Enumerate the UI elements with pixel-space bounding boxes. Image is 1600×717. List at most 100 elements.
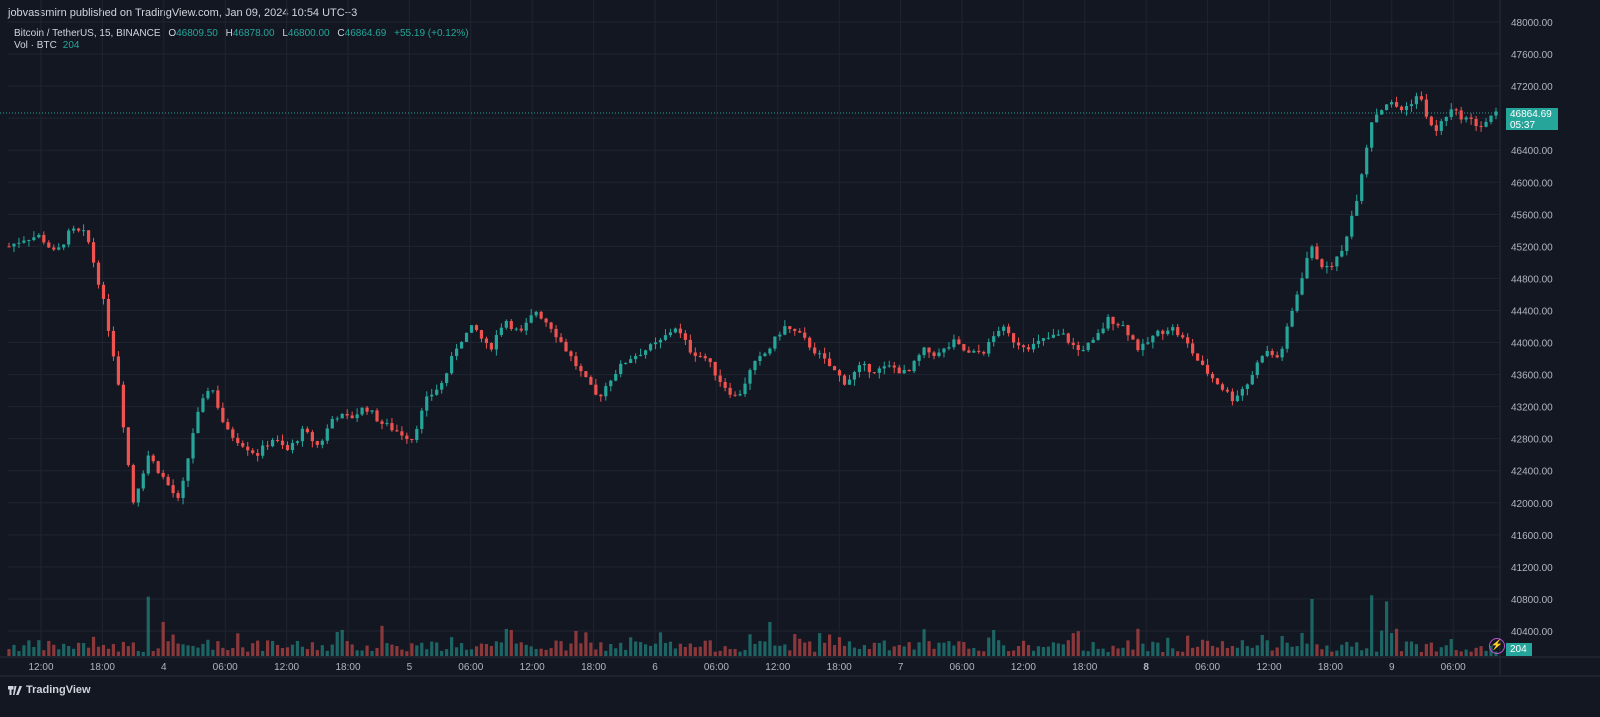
candle-body [604,386,608,397]
volume-bar [1469,651,1473,656]
volume-bar [574,630,578,656]
bar-countdown: 05:37 [1510,120,1536,131]
candle-body [922,347,926,356]
candle-body [892,365,896,368]
candle-body [1061,333,1065,335]
candle-body [932,352,936,356]
volume-bar [1031,650,1036,656]
candle-body [1007,326,1011,334]
candle-body [1469,117,1473,119]
candle-body [818,353,822,355]
candle-body [728,387,732,395]
volume-bar [191,645,195,656]
volume-bar [698,646,702,656]
volume-bar [365,645,369,656]
candle-body [469,325,474,333]
close-value: 46864.69 [344,28,387,39]
volume-bar [967,648,971,656]
candle-body [1250,375,1254,385]
candle-body [733,394,737,396]
candle-body [17,242,21,244]
candle-body [1325,266,1329,268]
candle-body [947,347,951,349]
candle-body [1290,310,1294,327]
volume-bar [1002,645,1006,656]
volume-bar [902,646,906,656]
volume-bar [942,642,946,656]
volume-bar [1459,651,1463,656]
candle-body [305,428,309,433]
volume-bar [1076,631,1080,656]
candle-body [42,234,46,243]
volume-bar [892,646,896,656]
candle-body [330,418,334,429]
candle-body [1365,147,1369,175]
volume-bar [648,645,653,656]
candle-body [1439,121,1443,131]
candle-body [131,465,135,503]
candle-body [678,328,682,334]
volume-bar [768,621,772,656]
volume-bar [1191,647,1195,656]
volume-bar [1210,645,1215,656]
candle-body [559,337,563,342]
candle-body [634,355,638,360]
candle-body [1026,347,1031,350]
volume-bar [126,646,130,656]
candle-body [803,332,807,338]
volume-bar [1360,650,1364,656]
candle-body [1166,330,1170,334]
candle-body [345,413,349,416]
volume-bar [201,643,205,656]
candle-body [1424,99,1428,117]
candle-body [1340,250,1344,257]
candle-body [335,418,339,420]
volume-bar [206,639,210,656]
volume-bar [196,647,200,656]
volume-bar [156,648,160,656]
volume-bar [52,644,56,656]
volume-bar [584,632,588,656]
candle-body [624,363,628,365]
volume-bar [932,648,936,656]
last-volume-tag: 204 [1506,643,1532,656]
candle-body [126,427,130,466]
volume-bar [882,640,886,656]
tradingview-footer[interactable]: TradingView [8,684,91,696]
volume-bar [1255,645,1259,656]
candle-body [1404,106,1409,111]
candle-body [47,242,51,248]
candle-body [1474,118,1478,127]
candle-body [280,440,285,446]
volume-bar [454,647,459,656]
volume-bar [947,641,951,656]
candle-body [1056,334,1060,336]
candle-body [1200,360,1205,365]
candle-body [1320,259,1324,268]
candle-body [977,350,981,352]
volume-bar [678,643,682,656]
candle-body [1111,316,1115,325]
price-axis: 48000.0047600.0047200.0046800.0046400.00… [1499,0,1553,675]
volume-bar [823,642,827,656]
volume-bar [524,644,528,656]
volume-bar [464,649,469,656]
time-tick-label: 06:00 [949,662,974,673]
candle-body [72,228,76,231]
volume-bar [7,649,11,656]
price-tick-label: 43200.00 [1511,403,1553,414]
candle-body [430,394,434,397]
price-tick-label: 47200.00 [1511,82,1553,93]
volume-bar [1280,636,1284,656]
candle-body [1429,116,1433,126]
candle-body [653,342,658,345]
volume-bar [226,650,230,656]
volume-bar [1424,644,1428,656]
candle-body [753,360,757,371]
volume-bar [1285,642,1289,656]
candle-body [713,361,717,376]
candle-body [499,327,503,336]
candle-body [231,429,235,438]
lightning-icon[interactable]: ⚡ [1489,638,1505,654]
